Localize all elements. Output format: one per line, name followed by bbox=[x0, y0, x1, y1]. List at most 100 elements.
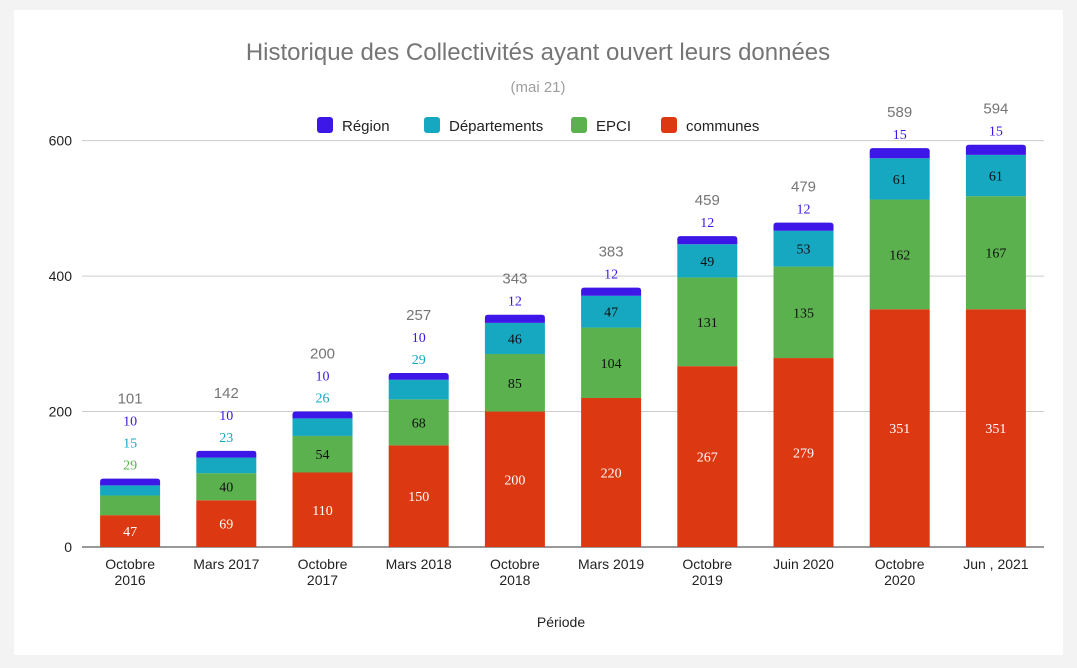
bar-group: 267 131 49 12 459 bbox=[677, 192, 738, 547]
data-label: 54 bbox=[316, 448, 330, 463]
data-label: 29 bbox=[123, 459, 137, 474]
bar-segment bbox=[100, 485, 161, 496]
total-label: 257 bbox=[406, 307, 431, 324]
x-axis-title: Période bbox=[537, 614, 585, 630]
x-tick-label: Mars 2017 bbox=[193, 556, 259, 572]
data-label: 10 bbox=[219, 409, 233, 424]
bar-segment bbox=[484, 322, 545, 354]
data-label: 351 bbox=[889, 422, 910, 437]
legend-item: EPCI bbox=[571, 117, 631, 135]
bar-segment bbox=[773, 266, 834, 359]
bar-segment bbox=[773, 230, 834, 267]
data-label: 162 bbox=[889, 248, 910, 263]
bar-segment bbox=[965, 144, 1026, 155]
bar-segment bbox=[484, 353, 545, 412]
bar-group: 220 104 47 12 383 bbox=[581, 244, 642, 547]
data-label: 68 bbox=[412, 416, 426, 431]
bar-segment bbox=[292, 411, 353, 419]
bar-segment bbox=[965, 196, 1026, 310]
legend-item: communes bbox=[661, 117, 759, 135]
y-tick-label: 400 bbox=[49, 268, 73, 284]
y-tick-label: 0 bbox=[64, 539, 72, 555]
legend-item: Départements bbox=[424, 117, 543, 135]
bar-segment bbox=[388, 445, 449, 547]
data-label: 46 bbox=[508, 332, 522, 347]
bar-segment bbox=[677, 366, 738, 547]
data-label: 26 bbox=[316, 392, 330, 407]
bar-segment bbox=[388, 372, 449, 380]
data-label: 150 bbox=[408, 490, 429, 505]
bar-segment bbox=[965, 309, 1026, 547]
legend-label: Départements bbox=[449, 118, 543, 135]
bar-group: 150 68 29 10 257 bbox=[388, 307, 449, 547]
y-tick-label: 200 bbox=[49, 404, 73, 420]
bar-segment bbox=[100, 495, 161, 516]
bar-segment bbox=[869, 309, 930, 547]
data-label: 167 bbox=[985, 247, 1006, 262]
total-label: 101 bbox=[118, 391, 143, 408]
bar-segment bbox=[773, 222, 834, 231]
data-label: 85 bbox=[508, 377, 522, 392]
data-label: 23 bbox=[219, 431, 233, 446]
total-label: 383 bbox=[599, 244, 624, 261]
bar-segment bbox=[292, 435, 353, 473]
legend-label: communes bbox=[686, 118, 759, 135]
data-label: 10 bbox=[412, 331, 426, 346]
data-label: 351 bbox=[985, 422, 1006, 437]
data-label: 110 bbox=[312, 504, 332, 519]
bar-segment bbox=[388, 379, 449, 400]
bar-group: 69 40 23 10 142 bbox=[196, 385, 257, 547]
bar-segment bbox=[869, 199, 930, 310]
data-label: 15 bbox=[893, 128, 907, 143]
x-tick-label: Mars 2018 bbox=[386, 556, 452, 572]
data-label: 47 bbox=[604, 306, 618, 321]
bar-segment bbox=[484, 411, 545, 547]
data-label: 220 bbox=[601, 467, 622, 482]
total-label: 142 bbox=[214, 385, 239, 402]
bars: 47 29 15 10 101 69 40 23 10 142 110 54 26 10 200 150 68 2… bbox=[100, 101, 1026, 547]
y-tick-label: 600 bbox=[49, 133, 73, 149]
data-label: 15 bbox=[989, 125, 1003, 140]
total-label: 589 bbox=[887, 104, 912, 121]
bar-segment bbox=[677, 236, 738, 245]
bar-segment bbox=[581, 287, 642, 296]
bar-group: 47 29 15 10 101 bbox=[100, 391, 161, 547]
bar-segment bbox=[677, 277, 738, 367]
bar-segment bbox=[196, 500, 257, 547]
data-label: 47 bbox=[123, 525, 137, 540]
x-axis: Octobre 2016 Mars 2017 Octobre 2017 Mars 2018… bbox=[105, 556, 1029, 588]
data-label: 131 bbox=[697, 316, 718, 331]
legend-swatch bbox=[661, 117, 677, 133]
total-label: 594 bbox=[983, 101, 1008, 118]
bar-segment bbox=[100, 515, 161, 547]
data-label: 12 bbox=[797, 203, 811, 218]
bar-segment bbox=[196, 450, 257, 458]
bar-group: 110 54 26 10 200 bbox=[292, 346, 353, 547]
legend-item: Région bbox=[317, 117, 390, 135]
total-label: 343 bbox=[502, 271, 527, 288]
data-label: 12 bbox=[508, 295, 522, 310]
data-label: 61 bbox=[893, 173, 907, 188]
data-label: 61 bbox=[989, 170, 1003, 185]
bar-segment bbox=[292, 418, 353, 436]
bar-segment bbox=[869, 148, 930, 159]
bar-segment bbox=[100, 478, 161, 486]
data-label: 279 bbox=[793, 447, 814, 462]
bar-group: 351 167 61 15 594 bbox=[965, 101, 1026, 547]
data-label: 200 bbox=[504, 473, 525, 488]
data-label: 12 bbox=[604, 268, 618, 283]
data-label: 10 bbox=[123, 415, 137, 430]
bar-group: 279 135 53 12 479 bbox=[773, 179, 834, 547]
x-tick-label: Jun , 2021 bbox=[963, 556, 1029, 572]
bar-segment bbox=[196, 473, 257, 501]
legend: Région Départements EPCI communes bbox=[317, 117, 759, 135]
total-label: 200 bbox=[310, 346, 335, 363]
bar-segment bbox=[581, 398, 642, 547]
x-tick-label: Octobre 2016 bbox=[105, 556, 155, 588]
x-tick-label: Octobre 2019 bbox=[682, 556, 732, 588]
stacked-bar-chart: Historique des Collectivités ayant ouver… bbox=[49, 39, 1044, 630]
legend-swatch bbox=[424, 117, 440, 133]
bar-segment bbox=[677, 244, 738, 278]
bar-segment bbox=[484, 314, 545, 323]
data-label: 40 bbox=[219, 481, 233, 496]
